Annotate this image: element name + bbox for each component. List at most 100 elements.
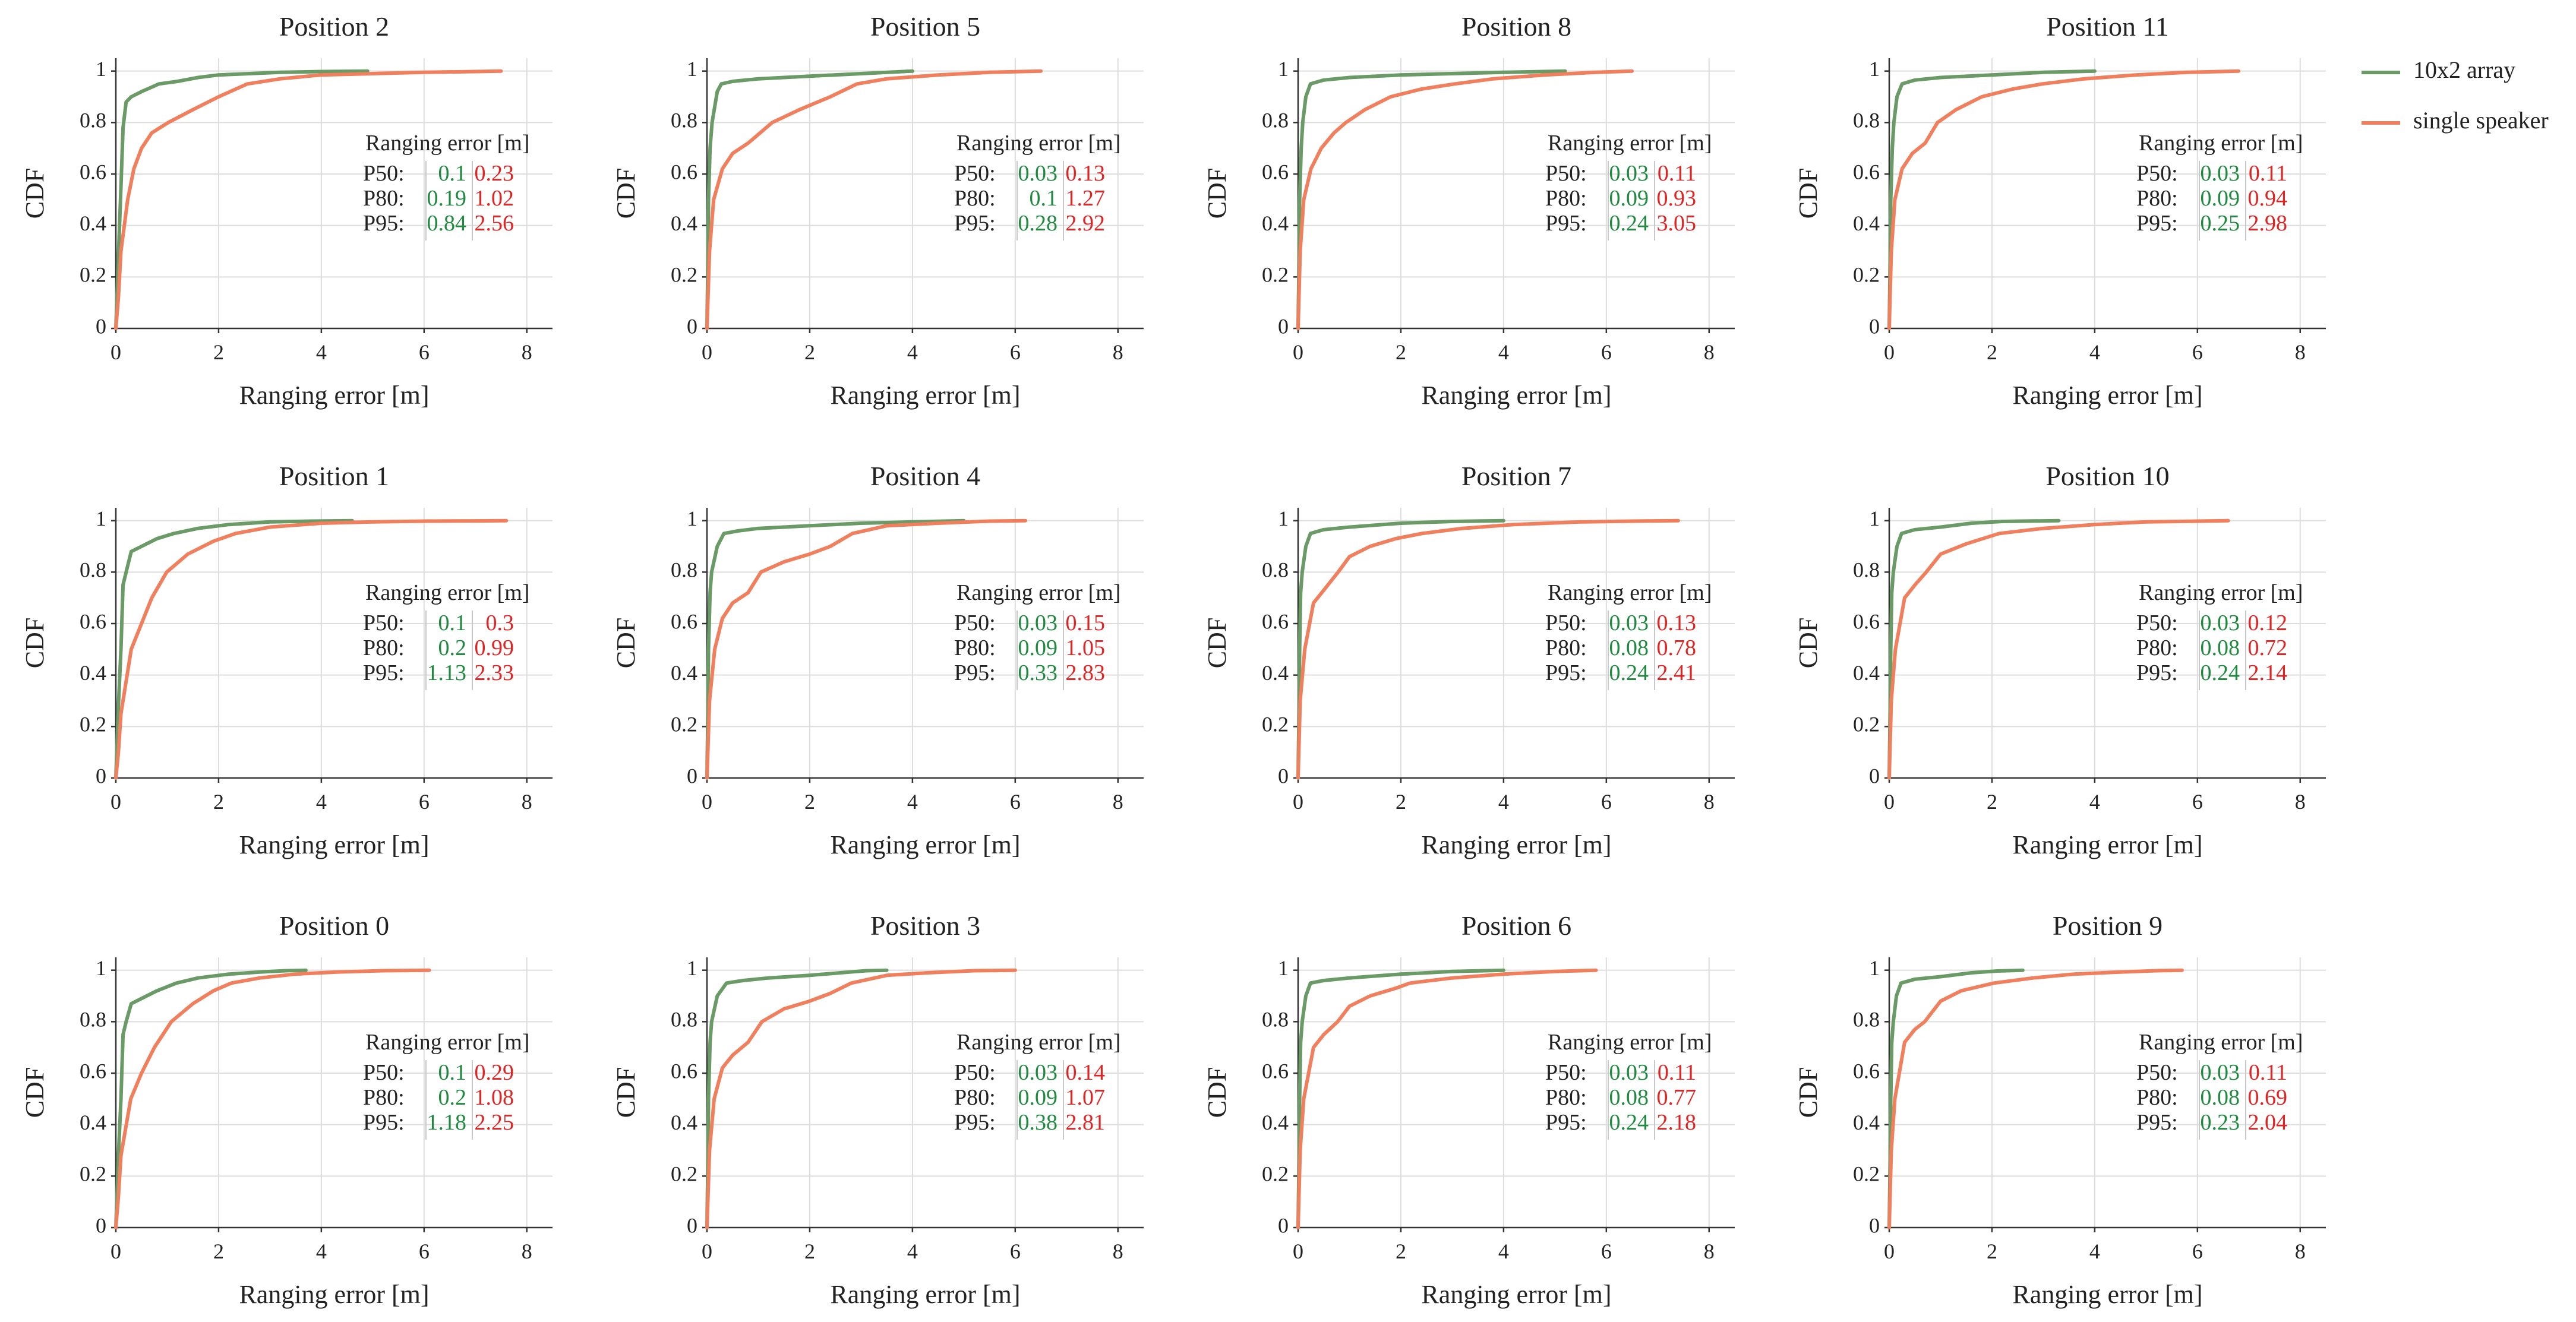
x-tick-label: 4	[316, 790, 327, 814]
table-value-single: 0.11	[2249, 1060, 2287, 1085]
table-value-single: 0.29	[475, 1060, 514, 1085]
x-tick-label: 6	[419, 790, 430, 814]
x-tick-label: 2	[1987, 790, 1997, 814]
x-tick-label: 0	[1293, 790, 1303, 814]
table-row-label: P80:	[954, 186, 996, 211]
table-row-label: P95:	[363, 1110, 405, 1135]
y-tick-label: 0.6	[1262, 1059, 1289, 1083]
table-value-array: 0.03	[1609, 611, 1649, 635]
table-row-label: P95:	[363, 211, 405, 236]
x-tick-label: 2	[1396, 1239, 1406, 1263]
y-tick-label: 0.6	[1853, 1059, 1880, 1083]
percentile-table: Ranging error [m] P50: 0.1 0.23 P80: 0.19 1.02…	[363, 131, 529, 241]
table-row-label: P80:	[1545, 186, 1587, 211]
table-header: Ranging error [m]	[1548, 580, 1712, 605]
table-row-label: P50:	[2136, 161, 2178, 186]
y-axis-label: CDF	[20, 1067, 49, 1118]
y-axis-label: CDF	[1202, 168, 1232, 219]
y-tick-label: 0.4	[1853, 211, 1880, 235]
series-line-single-speaker	[1296, 69, 1634, 330]
x-tick-label: 0	[111, 1239, 121, 1263]
series-line-10x2-array	[114, 69, 370, 330]
y-axis-label: CDF	[611, 1067, 640, 1118]
table-value-single: 2.56	[475, 211, 514, 236]
subplot-title: Position 2	[279, 11, 389, 42]
table-value-array: 0.03	[2201, 161, 2240, 186]
x-tick-label: 2	[213, 790, 224, 814]
table-row-label: P50:	[2136, 611, 2178, 635]
y-tick-label: 1	[96, 507, 106, 530]
table-value-single: 1.05	[1066, 635, 1106, 660]
y-tick-label: 0.6	[1262, 160, 1289, 184]
y-tick-label: 0.6	[80, 609, 106, 633]
subplot-position-4: 0 2 4 6 8 0 0.2 0.4 0.6 0.8 1 Position 4 Ranging err…	[611, 461, 1144, 859]
table-row-label: P50:	[954, 161, 996, 186]
table-value-array: 0.03	[1018, 611, 1058, 635]
table-value-array: 0.19	[427, 186, 467, 211]
subplot-title: Position 8	[1461, 11, 1571, 42]
x-tick-label: 6	[1010, 340, 1021, 364]
x-tick-label: 4	[2089, 340, 2100, 364]
y-tick-label: 0.4	[1262, 661, 1289, 685]
table-value-array: 0.25	[2201, 211, 2240, 236]
table-row-label: P95:	[1545, 211, 1587, 236]
subplot-position-6: 0 2 4 6 8 0 0.2 0.4 0.6 0.8 1 Position 6 Ranging err…	[1202, 910, 1735, 1309]
series-line-single-speaker	[114, 518, 509, 780]
y-tick-label: 0.4	[671, 661, 697, 685]
subplot-title: Position 9	[2053, 910, 2163, 941]
y-tick-label: 0.6	[80, 1059, 106, 1083]
subplot-title: Position 6	[1461, 910, 1571, 941]
y-axis-label: CDF	[1794, 618, 1823, 669]
table-value-single: 2.14	[2248, 660, 2288, 685]
x-tick-label: 8	[1113, 790, 1123, 814]
x-axis-label: Ranging error [m]	[2012, 1280, 2202, 1309]
x-axis-label: Ranging error [m]	[2012, 381, 2202, 410]
series-line-10x2-array	[114, 968, 308, 1229]
x-tick-label: 4	[1498, 790, 1509, 814]
x-axis-label: Ranging error [m]	[239, 381, 429, 410]
table-row-label: P80:	[954, 635, 996, 660]
table-value-single: 2.92	[1066, 211, 1106, 236]
series-line-10x2-array	[1296, 518, 1505, 780]
y-tick-label: 0.8	[1853, 558, 1880, 582]
y-tick-label: 0.4	[1262, 211, 1289, 235]
table-value-array: 0.1	[1030, 186, 1058, 211]
table-value-array: 1.18	[427, 1110, 467, 1135]
series-line-10x2-array	[705, 69, 914, 330]
table-value-single: 0.78	[1657, 635, 1697, 660]
subplot-position-10: 0 2 4 6 8 0 0.2 0.4 0.6 0.8 1 Position 10 Ranging er…	[1794, 461, 2326, 859]
subplot-position-8: 0 2 4 6 8 0 0.2 0.4 0.6 0.8 1 Position 8 Ranging err…	[1202, 11, 1735, 410]
y-tick-label: 0.4	[80, 1111, 106, 1134]
x-tick-label: 6	[1010, 790, 1021, 814]
subplot-title: Position 0	[279, 910, 389, 941]
y-tick-label: 0.6	[80, 160, 106, 184]
x-tick-label: 8	[2295, 1239, 2306, 1263]
table-value-single: 2.81	[1066, 1110, 1106, 1135]
table-value-single: 2.83	[1066, 660, 1106, 685]
x-tick-label: 4	[316, 1239, 327, 1263]
table-value-single: 0.11	[1658, 1060, 1696, 1085]
table-row-label: P80:	[1545, 1085, 1587, 1110]
table-row-label: P80:	[363, 635, 405, 660]
y-tick-label: 1	[687, 57, 697, 81]
y-tick-label: 0.8	[1853, 109, 1880, 132]
subplot-title: Position 5	[870, 11, 980, 42]
x-tick-label: 4	[2089, 1239, 2100, 1263]
subplot-position-9: 0 2 4 6 8 0 0.2 0.4 0.6 0.8 1 Position 9 Ranging err…	[1794, 910, 2326, 1309]
x-tick-label: 0	[111, 340, 121, 364]
table-value-array: 0.03	[1018, 1060, 1058, 1085]
series-line-single-speaker	[705, 69, 1043, 330]
legend: 10x2 array single speaker	[2362, 56, 2549, 134]
y-tick-label: 0.8	[80, 558, 106, 582]
y-tick-label: 0.4	[80, 211, 106, 235]
y-tick-label: 0.6	[671, 1059, 697, 1083]
subplot-position-3: 0 2 4 6 8 0 0.2 0.4 0.6 0.8 1 Position 3 Ranging err…	[611, 910, 1144, 1309]
table-header: Ranging error [m]	[2139, 580, 2303, 605]
x-tick-label: 0	[1293, 340, 1303, 364]
x-tick-label: 4	[907, 790, 918, 814]
y-tick-label: 1	[1278, 57, 1289, 81]
table-value-single: 0.23	[475, 161, 514, 186]
series-line-10x2-array	[114, 518, 354, 780]
table-row-label: P95:	[1545, 660, 1587, 685]
x-tick-label: 8	[1113, 340, 1123, 364]
